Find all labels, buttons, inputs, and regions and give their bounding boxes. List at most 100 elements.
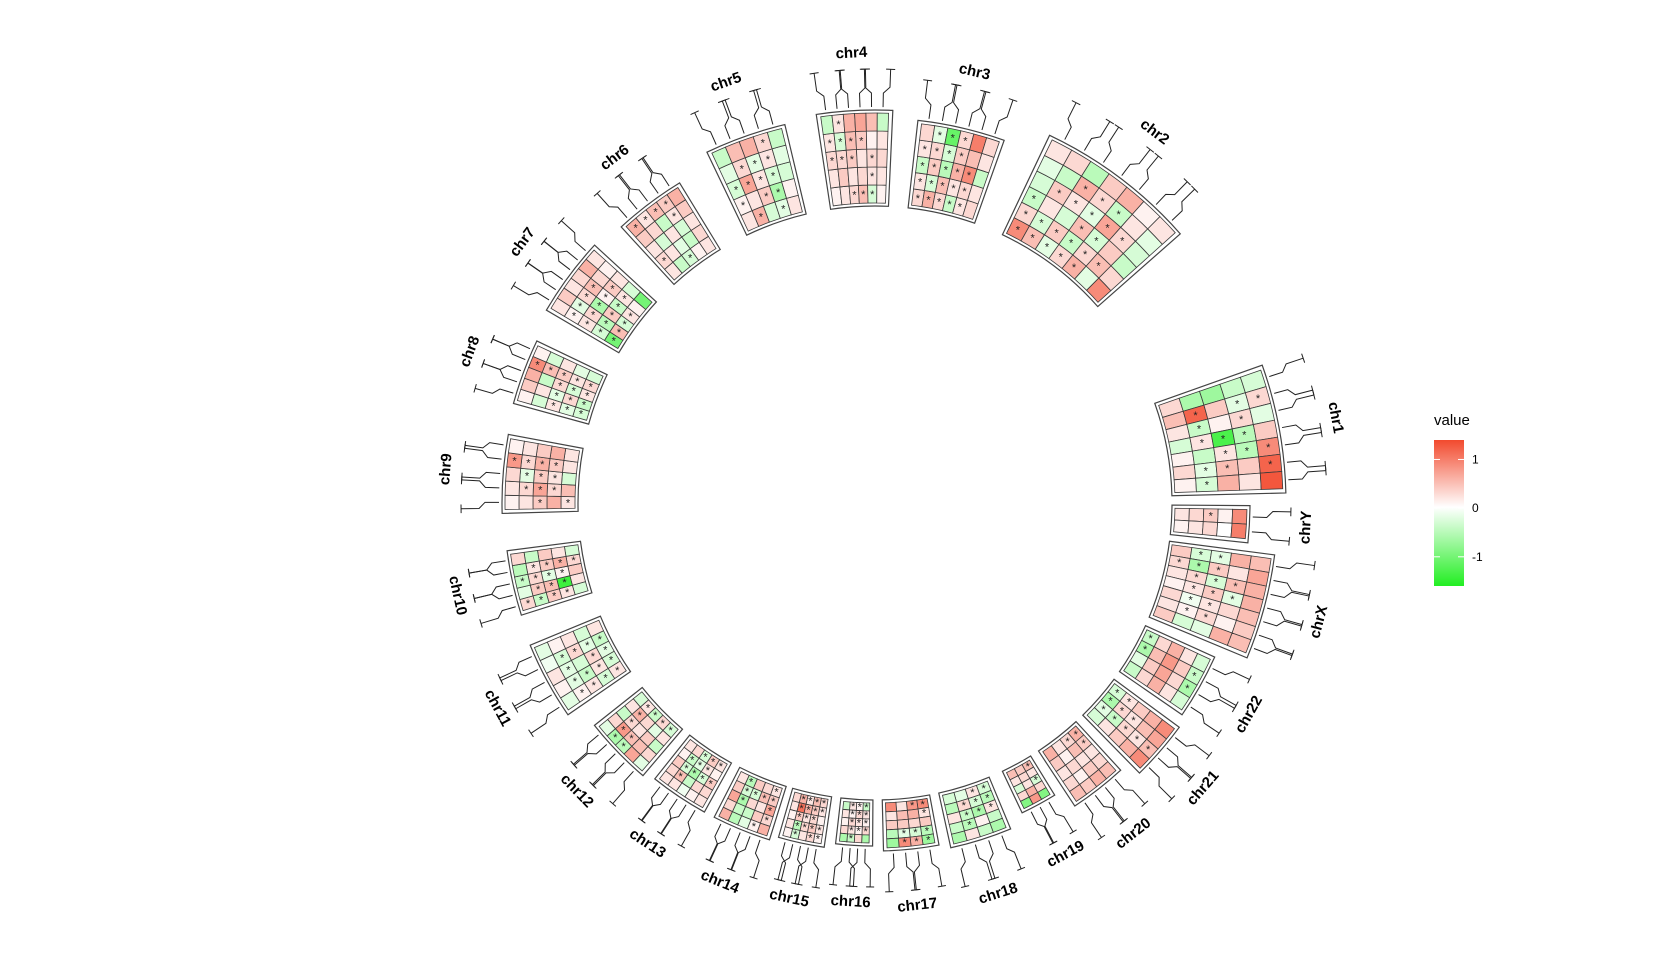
significance-star: * bbox=[1230, 594, 1235, 606]
significance-star: * bbox=[1223, 448, 1228, 460]
dendrogram-tick bbox=[1183, 178, 1191, 186]
significance-star: * bbox=[1225, 463, 1230, 475]
dendrogram-branch bbox=[464, 442, 504, 449]
significance-star: * bbox=[982, 783, 987, 795]
dendrogram-branch bbox=[730, 836, 751, 870]
significance-star: * bbox=[1185, 605, 1190, 617]
significance-star: * bbox=[565, 587, 570, 599]
significance-star: * bbox=[719, 761, 724, 773]
dendrogram-branch bbox=[1274, 389, 1313, 396]
significance-star: * bbox=[1101, 704, 1106, 716]
significance-star: * bbox=[554, 461, 559, 473]
dendrogram-branch bbox=[461, 479, 500, 489]
significance-star: * bbox=[1192, 671, 1197, 683]
heatmap-cell bbox=[1188, 508, 1205, 523]
significance-star: * bbox=[646, 702, 651, 714]
significance-star: * bbox=[553, 473, 558, 485]
significance-star: * bbox=[759, 211, 764, 223]
dendrogram-branch bbox=[980, 91, 987, 131]
dendrogram-tick bbox=[1231, 704, 1238, 713]
heatmap-cell bbox=[598, 718, 616, 737]
significance-star: * bbox=[536, 584, 541, 596]
sector-label: chr5 bbox=[708, 69, 744, 96]
dendrogram-tick bbox=[809, 72, 819, 75]
significance-star: * bbox=[916, 193, 921, 205]
heatmap-cell bbox=[837, 167, 850, 188]
significance-star: * bbox=[849, 136, 854, 148]
heatmap-cell bbox=[1230, 522, 1247, 540]
significance-star: * bbox=[538, 497, 543, 509]
significance-star: * bbox=[568, 395, 573, 407]
dendrogram-branch bbox=[461, 471, 501, 479]
dendrogram-branch bbox=[543, 240, 571, 271]
significance-star: * bbox=[902, 828, 907, 840]
significance-star: * bbox=[762, 793, 767, 805]
dendrogram-branch bbox=[794, 847, 809, 884]
significance-star: * bbox=[533, 573, 538, 585]
significance-star: * bbox=[690, 755, 695, 767]
significance-star: * bbox=[539, 472, 544, 484]
dendrogram-tick bbox=[1191, 185, 1199, 193]
significance-star: * bbox=[926, 194, 931, 206]
dendrogram-branch bbox=[708, 828, 731, 861]
significance-star: * bbox=[547, 570, 552, 582]
significance-star: * bbox=[551, 400, 556, 412]
sector-chr22: ****chr22 bbox=[1118, 624, 1266, 738]
significance-star: * bbox=[1256, 393, 1261, 405]
significance-star: * bbox=[664, 199, 669, 211]
significance-star: * bbox=[1200, 437, 1205, 449]
significance-star: * bbox=[765, 815, 770, 827]
dendrogram-tick bbox=[1119, 818, 1127, 825]
heatmap-cell bbox=[1173, 519, 1190, 534]
dendrogram-tick bbox=[615, 171, 624, 178]
sector-label: chr6 bbox=[597, 141, 633, 174]
dendrogram-branch bbox=[1212, 668, 1250, 680]
sector-label: chr16 bbox=[830, 892, 871, 911]
significance-star: * bbox=[558, 380, 563, 392]
significance-star: * bbox=[512, 456, 517, 468]
dendrogram-branch bbox=[492, 338, 531, 350]
heatmap-cell bbox=[510, 551, 527, 567]
dendrogram-branch bbox=[1263, 620, 1302, 627]
heatmap-cell bbox=[865, 112, 878, 132]
heatmap-cell bbox=[876, 166, 888, 186]
significance-star: * bbox=[706, 765, 711, 777]
significance-star: * bbox=[1216, 565, 1221, 577]
dendrogram-branch bbox=[1030, 811, 1055, 844]
dendrogram-tick bbox=[1313, 560, 1316, 571]
significance-star: * bbox=[937, 197, 942, 209]
dendrogram-branch bbox=[617, 175, 638, 210]
dendrogram-tick bbox=[720, 97, 730, 103]
heatmap-cell bbox=[718, 806, 733, 822]
sector-chrY: * chrY bbox=[1169, 504, 1315, 546]
significance-star: * bbox=[1059, 251, 1064, 263]
significance-star: * bbox=[802, 794, 807, 806]
dendrogram-branch bbox=[1148, 767, 1173, 800]
heatmap-cell bbox=[842, 800, 851, 811]
significance-star: * bbox=[579, 409, 584, 421]
dendrogram-branch bbox=[777, 844, 794, 880]
dendrogram-branch bbox=[813, 848, 820, 888]
significance-star: * bbox=[524, 484, 529, 496]
significance-star: * bbox=[1205, 479, 1210, 491]
heatmap-cell bbox=[1216, 474, 1240, 492]
sector-label: chr11 bbox=[481, 687, 515, 730]
significance-star: * bbox=[1233, 581, 1238, 593]
significance-star: * bbox=[910, 800, 915, 812]
sector-label: chr2 bbox=[1137, 116, 1173, 149]
significance-star: * bbox=[684, 763, 689, 775]
dendrogram-tick bbox=[828, 883, 838, 886]
dendrogram-branch bbox=[813, 73, 827, 111]
dendrogram-tick bbox=[481, 359, 486, 368]
dendrogram-branch bbox=[709, 823, 722, 862]
significance-star: * bbox=[1124, 724, 1129, 736]
significance-star: * bbox=[1016, 224, 1021, 236]
significance-star: * bbox=[864, 818, 869, 830]
heatmap-cell bbox=[896, 809, 909, 821]
significance-star: * bbox=[932, 162, 937, 174]
significance-star: * bbox=[711, 757, 716, 769]
dendrogram-tick bbox=[1146, 146, 1155, 153]
sector-chr9: ************chr9 bbox=[436, 433, 584, 515]
significance-star: * bbox=[562, 371, 567, 383]
dendrogram-tick bbox=[570, 760, 577, 768]
